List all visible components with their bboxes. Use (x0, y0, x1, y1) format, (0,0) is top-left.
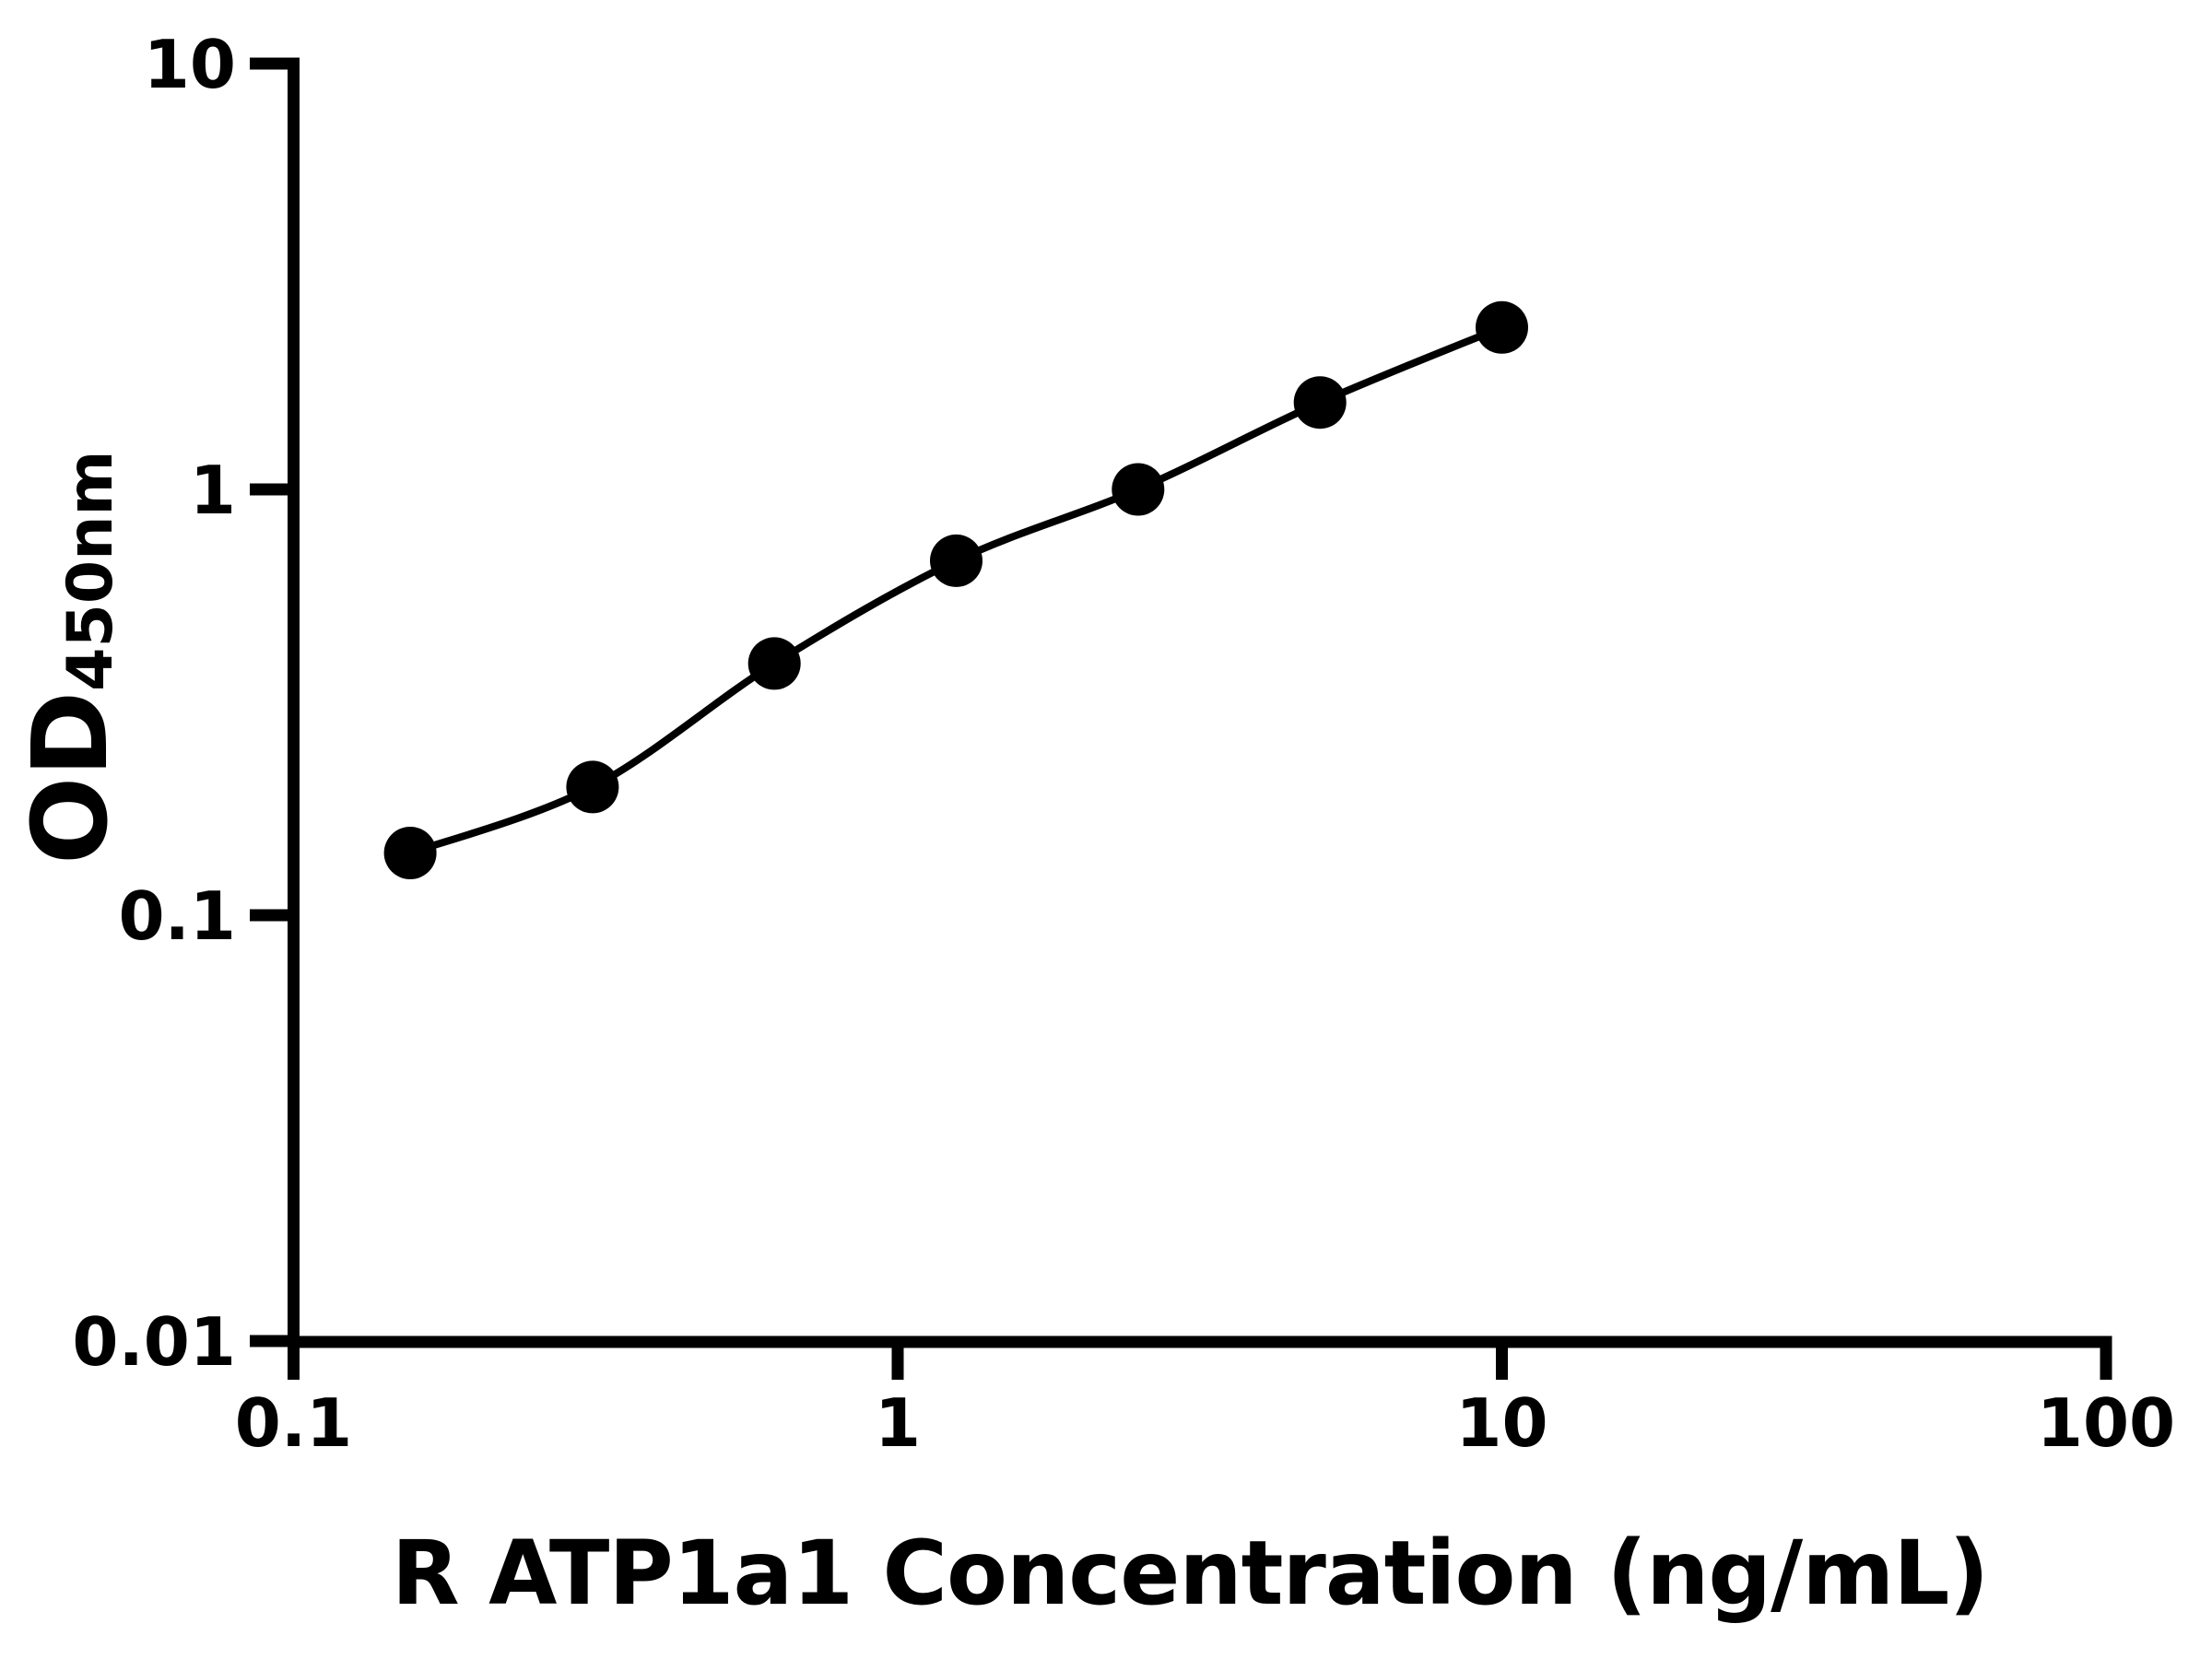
axes (288, 57, 2112, 1380)
y-tick-label: 1 (190, 452, 236, 529)
data-point-marker (383, 827, 437, 879)
data-point-marker (747, 637, 801, 690)
data-point-marker (1293, 376, 1347, 429)
data-point-marker (566, 760, 619, 814)
x-tick-label: 100 (2037, 1384, 2175, 1462)
y-axis-title-sub: 450nm (54, 451, 127, 691)
y-axis-title: OD450nm (11, 451, 131, 865)
y-axis-title-main: OD (11, 691, 131, 865)
tick-marks (250, 57, 2112, 1380)
data-point-marker (1112, 463, 1165, 516)
y-tick-label: 0.01 (72, 1303, 236, 1381)
x-tick-label: 0.1 (235, 1384, 353, 1462)
data-point-marker (930, 534, 982, 587)
x-tick-label: 1 (875, 1384, 921, 1462)
data-points (383, 300, 1528, 879)
x-tick-label: 10 (1455, 1384, 1547, 1462)
y-tick-label: 0.1 (118, 877, 236, 955)
data-point-marker (1476, 300, 1528, 354)
y-tick-label: 10 (144, 26, 236, 103)
x-axis-title: R ATP1a1 Concentration (ng/mL) (392, 1522, 1989, 1625)
